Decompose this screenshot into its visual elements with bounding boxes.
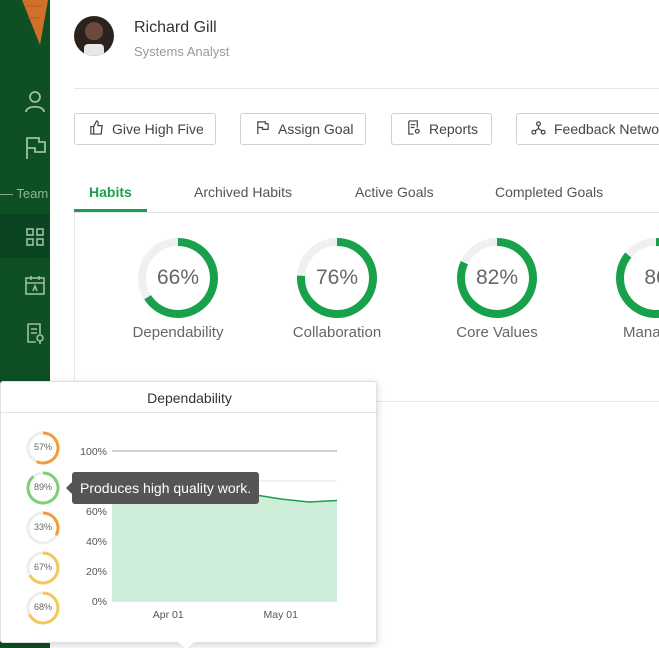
habit-card-core-values[interactable]: 82% Core Values bbox=[417, 236, 577, 341]
mini-score-percent: 33% bbox=[33, 522, 52, 532]
mini-score-ring[interactable]: 67% bbox=[25, 550, 61, 586]
report-icon[interactable] bbox=[22, 320, 48, 346]
habit-label: Managing bbox=[623, 324, 659, 341]
report-icon bbox=[406, 120, 421, 138]
habit-label: Core Values bbox=[456, 324, 538, 341]
mini-ring-progress bbox=[28, 551, 60, 585]
habit-label: Dependability bbox=[132, 324, 224, 341]
mini-score-ring[interactable]: 89% bbox=[25, 470, 61, 506]
tab-completed-goals[interactable]: Completed Goals bbox=[495, 184, 604, 200]
assign-goal-label: Assign Goal bbox=[278, 121, 354, 137]
tab-active-goals[interactable]: Active Goals bbox=[355, 184, 434, 200]
reports-button[interactable]: Reports bbox=[391, 113, 492, 145]
ring-progress bbox=[616, 238, 659, 318]
profile-name: Richard Gill bbox=[134, 19, 217, 36]
divider bbox=[74, 88, 659, 89]
mini-ring-progress bbox=[28, 591, 60, 625]
mini-ring-progress bbox=[35, 431, 60, 465]
avatar bbox=[74, 16, 114, 56]
habit-percent: 86 bbox=[644, 266, 659, 289]
grid-icon[interactable] bbox=[22, 224, 48, 250]
habit-percent: 82% bbox=[475, 266, 519, 289]
sidebar-team-label: — Team bbox=[0, 186, 49, 201]
mini-ring-progress bbox=[26, 471, 60, 505]
tab-archived-habits[interactable]: Archived Habits bbox=[194, 184, 293, 200]
feedback-network-label: Feedback Network bbox=[554, 121, 659, 137]
x-tick-label: Apr 01 bbox=[153, 609, 184, 621]
flag-icon[interactable] bbox=[22, 135, 48, 161]
habit-ring bbox=[138, 238, 218, 318]
mini-score-percent: 68% bbox=[33, 602, 52, 612]
habit-ring bbox=[297, 238, 377, 318]
ring-progress bbox=[144, 238, 218, 318]
popover-title: Dependability bbox=[147, 390, 232, 406]
habit-ring bbox=[616, 238, 659, 318]
habit-percent: 76% bbox=[315, 266, 359, 289]
thumbs-up-icon bbox=[89, 120, 104, 138]
reports-label: Reports bbox=[429, 121, 479, 137]
flag-icon bbox=[255, 120, 270, 138]
mini-score-percent: 89% bbox=[33, 482, 52, 492]
assign-goal-button[interactable]: Assign Goal bbox=[240, 113, 366, 145]
y-tick-label: 0% bbox=[92, 596, 107, 608]
habit-card-dependability[interactable]: 66% Dependability bbox=[98, 236, 258, 341]
habits-panel-border bbox=[74, 213, 75, 401]
mini-score-ring[interactable]: 57% bbox=[25, 430, 61, 466]
y-tick-label: 60% bbox=[86, 506, 107, 518]
give-high-five-button[interactable]: Give High Five bbox=[74, 113, 216, 145]
ring-progress bbox=[297, 238, 377, 318]
habit-ring bbox=[457, 238, 537, 318]
y-tick-label: 100% bbox=[80, 446, 107, 458]
habit-detail-popover: Dependability 57% 89% 33% 67% 68% 100%80… bbox=[0, 381, 378, 648]
y-tick-label: 20% bbox=[86, 566, 107, 578]
series-area bbox=[112, 476, 337, 601]
calendar-icon[interactable] bbox=[22, 272, 48, 298]
y-tick-label: 40% bbox=[86, 536, 107, 548]
mini-score-percent: 67% bbox=[33, 562, 52, 572]
user-icon[interactable] bbox=[22, 88, 48, 114]
feedback-network-button[interactable]: Feedback Network bbox=[516, 113, 659, 145]
network-icon bbox=[531, 120, 546, 138]
tooltip: Produces high quality work. bbox=[66, 472, 260, 504]
mini-score-ring[interactable]: 33% bbox=[25, 510, 61, 546]
divider bbox=[1, 412, 378, 413]
x-tick-label: May 01 bbox=[264, 609, 299, 621]
tabs-divider bbox=[74, 212, 659, 213]
profile-role: Systems Analyst bbox=[134, 44, 230, 59]
mini-score-percent: 57% bbox=[33, 442, 52, 452]
habit-card-collaboration[interactable]: 76% Collaboration bbox=[257, 236, 417, 341]
active-tab-indicator bbox=[74, 209, 147, 212]
carrot-logo-icon bbox=[20, 0, 50, 50]
habit-label: Collaboration bbox=[292, 324, 382, 341]
tab-habits[interactable]: Habits bbox=[89, 184, 132, 200]
habit-card-managing[interactable]: 86 Managing bbox=[576, 236, 659, 341]
habit-percent: 66% bbox=[156, 266, 200, 289]
give-high-five-label: Give High Five bbox=[112, 121, 204, 137]
tooltip-text: Produces high quality work. bbox=[80, 480, 252, 496]
mini-score-ring[interactable]: 68% bbox=[25, 590, 61, 626]
mini-ring-progress bbox=[42, 511, 60, 536]
sidebar-active-highlight bbox=[0, 214, 50, 258]
ring-progress bbox=[457, 238, 537, 318]
